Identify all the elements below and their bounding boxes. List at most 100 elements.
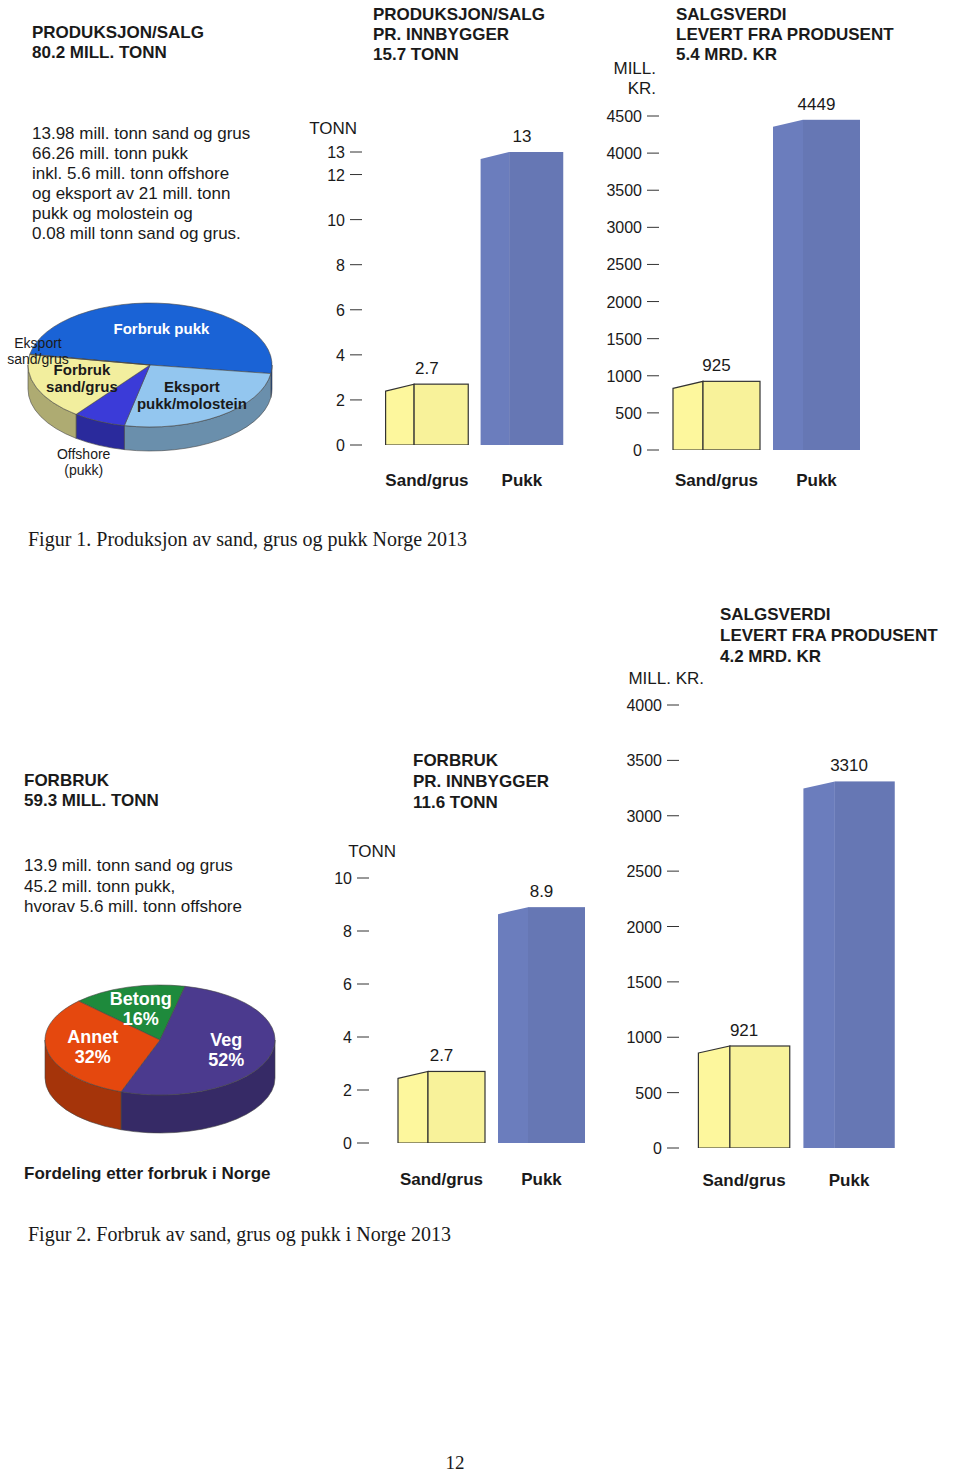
slice-label-line: (pukk) xyxy=(64,462,103,478)
tick xyxy=(647,190,659,191)
tick-label: 10 xyxy=(334,870,352,887)
axis-label: MILL. KR. xyxy=(628,669,704,688)
bars xyxy=(673,120,860,450)
page: PRODUKSJON/SALG80.2 MILL. TONN13.98 mill… xyxy=(0,0,960,1473)
slice-label-line: Annet xyxy=(67,1027,118,1047)
tick-label: 2500 xyxy=(626,863,662,880)
tick xyxy=(647,227,659,228)
bar xyxy=(414,384,468,445)
tick-label: 3000 xyxy=(606,219,642,236)
tick-label: 8 xyxy=(343,923,352,940)
tick xyxy=(647,412,659,413)
bar-side xyxy=(398,1071,428,1143)
chart: SALGSVERDILEVERT FRA PRODUSENT4.2 MRD. K… xyxy=(626,605,938,1190)
slice-label-line: Betong xyxy=(110,989,172,1009)
chart: PRODUKSJON/SALG80.2 MILL. TONN13.98 mill… xyxy=(7,23,272,478)
chart-subtitle: 11.6 TONN xyxy=(413,793,498,812)
axis-label: MILL. xyxy=(613,59,656,78)
tick-label: 6 xyxy=(336,302,345,319)
bar-side xyxy=(803,781,835,1148)
tick-label: 8 xyxy=(336,257,345,274)
chart-title: SALGSVERDI xyxy=(676,5,787,24)
tick-label: 4000 xyxy=(606,145,642,162)
data-label: 3310 xyxy=(830,756,868,775)
category-label: Sand/grus xyxy=(400,1170,483,1189)
tick-label: 2 xyxy=(336,392,345,409)
annotation: 13.98 mill. tonn sand og grus xyxy=(32,124,250,143)
tick-label: 3500 xyxy=(626,752,662,769)
slice-label-line: sand/grus xyxy=(7,351,68,367)
annotation: 45.2 mill. tonn pukk, xyxy=(24,877,175,896)
tick xyxy=(667,981,679,982)
tick xyxy=(647,450,659,451)
tick xyxy=(357,878,369,879)
tick xyxy=(647,338,659,339)
tick xyxy=(647,301,659,302)
tick xyxy=(350,309,362,310)
tick-label: 2000 xyxy=(626,919,662,936)
chart-title: FORBRUK xyxy=(413,751,499,770)
tick-label: 12 xyxy=(327,167,345,184)
data-label: 32% xyxy=(75,1047,111,1067)
annotation: pukk og molostein og xyxy=(32,204,193,223)
tick xyxy=(667,815,679,816)
pie-caption: Fordeling etter forbruk i Norge xyxy=(24,1164,271,1183)
pie-slices xyxy=(45,985,275,1095)
pie-slice xyxy=(45,1001,160,1092)
bars xyxy=(386,152,564,445)
tick-label: 3000 xyxy=(626,808,662,825)
tick-label: 4000 xyxy=(626,697,662,714)
slice-label: Forbruk pukk xyxy=(113,320,210,337)
tick xyxy=(667,705,679,706)
tick-label: 0 xyxy=(653,1140,662,1157)
bar xyxy=(509,152,563,445)
axis-label: TONN xyxy=(309,119,357,138)
tick-label: 4500 xyxy=(606,108,642,125)
axis-label: KR. xyxy=(628,79,656,98)
category-label: Pukk xyxy=(796,471,837,490)
bar xyxy=(528,907,585,1143)
bar-side xyxy=(698,1046,730,1148)
chart-subtitle: 5.4 MRD. KR xyxy=(676,45,777,64)
tick xyxy=(647,153,659,154)
bars xyxy=(398,907,585,1143)
slice-label: Betong xyxy=(110,989,172,1009)
tick xyxy=(667,1092,679,1093)
chart: PRODUKSJON/SALGPR. INNBYGGER15.7 TONNTON… xyxy=(309,5,563,490)
data-label: 8.9 xyxy=(530,882,554,901)
tick-label: 1500 xyxy=(606,331,642,348)
tick-label: 1000 xyxy=(626,1029,662,1046)
tick-label: 10 xyxy=(327,212,345,229)
annotation: 66.26 mill. tonn pukk xyxy=(32,144,188,163)
chart-title: LEVERT FRA PRODUSENT xyxy=(676,25,894,44)
tick xyxy=(647,116,659,117)
tick-label: 4 xyxy=(336,347,345,364)
chart: FORBRUK59.3 MILL. TONN13.9 mill. tonn sa… xyxy=(24,771,275,1183)
category-label: Sand/grus xyxy=(703,1171,786,1190)
annotation: og eksport av 21 mill. tonn xyxy=(32,184,230,203)
bar xyxy=(428,1071,485,1143)
annotation: 0.08 mill tonn sand og grus. xyxy=(32,224,241,243)
tick xyxy=(350,354,362,355)
tick xyxy=(667,926,679,927)
data-label: 2.7 xyxy=(430,1046,454,1065)
annotation: 13.9 mill. tonn sand og grus xyxy=(24,856,233,875)
tick xyxy=(667,760,679,761)
chart-title: LEVERT FRA PRODUSENT xyxy=(720,626,938,645)
slice-label-line: Forbruk pukk xyxy=(113,320,210,337)
category-label: Pukk xyxy=(829,1171,870,1190)
tick-label: 13 xyxy=(327,144,345,161)
tick-label: 2500 xyxy=(606,256,642,273)
bars xyxy=(698,781,894,1148)
slice-label-line: pukk/molostein xyxy=(137,395,247,412)
slice-label-line: Eksport xyxy=(164,378,220,395)
tick xyxy=(357,931,369,932)
data-label: 4449 xyxy=(798,95,836,114)
slice-label: Eksportpukk/molostein xyxy=(137,378,247,412)
data-label: 2.7 xyxy=(415,359,439,378)
tick xyxy=(667,1148,679,1149)
slice-label: Annet xyxy=(67,1027,118,1047)
bar-side xyxy=(386,384,415,445)
slice-label: Eksportsand/grus xyxy=(7,335,68,367)
bar xyxy=(730,1046,790,1148)
